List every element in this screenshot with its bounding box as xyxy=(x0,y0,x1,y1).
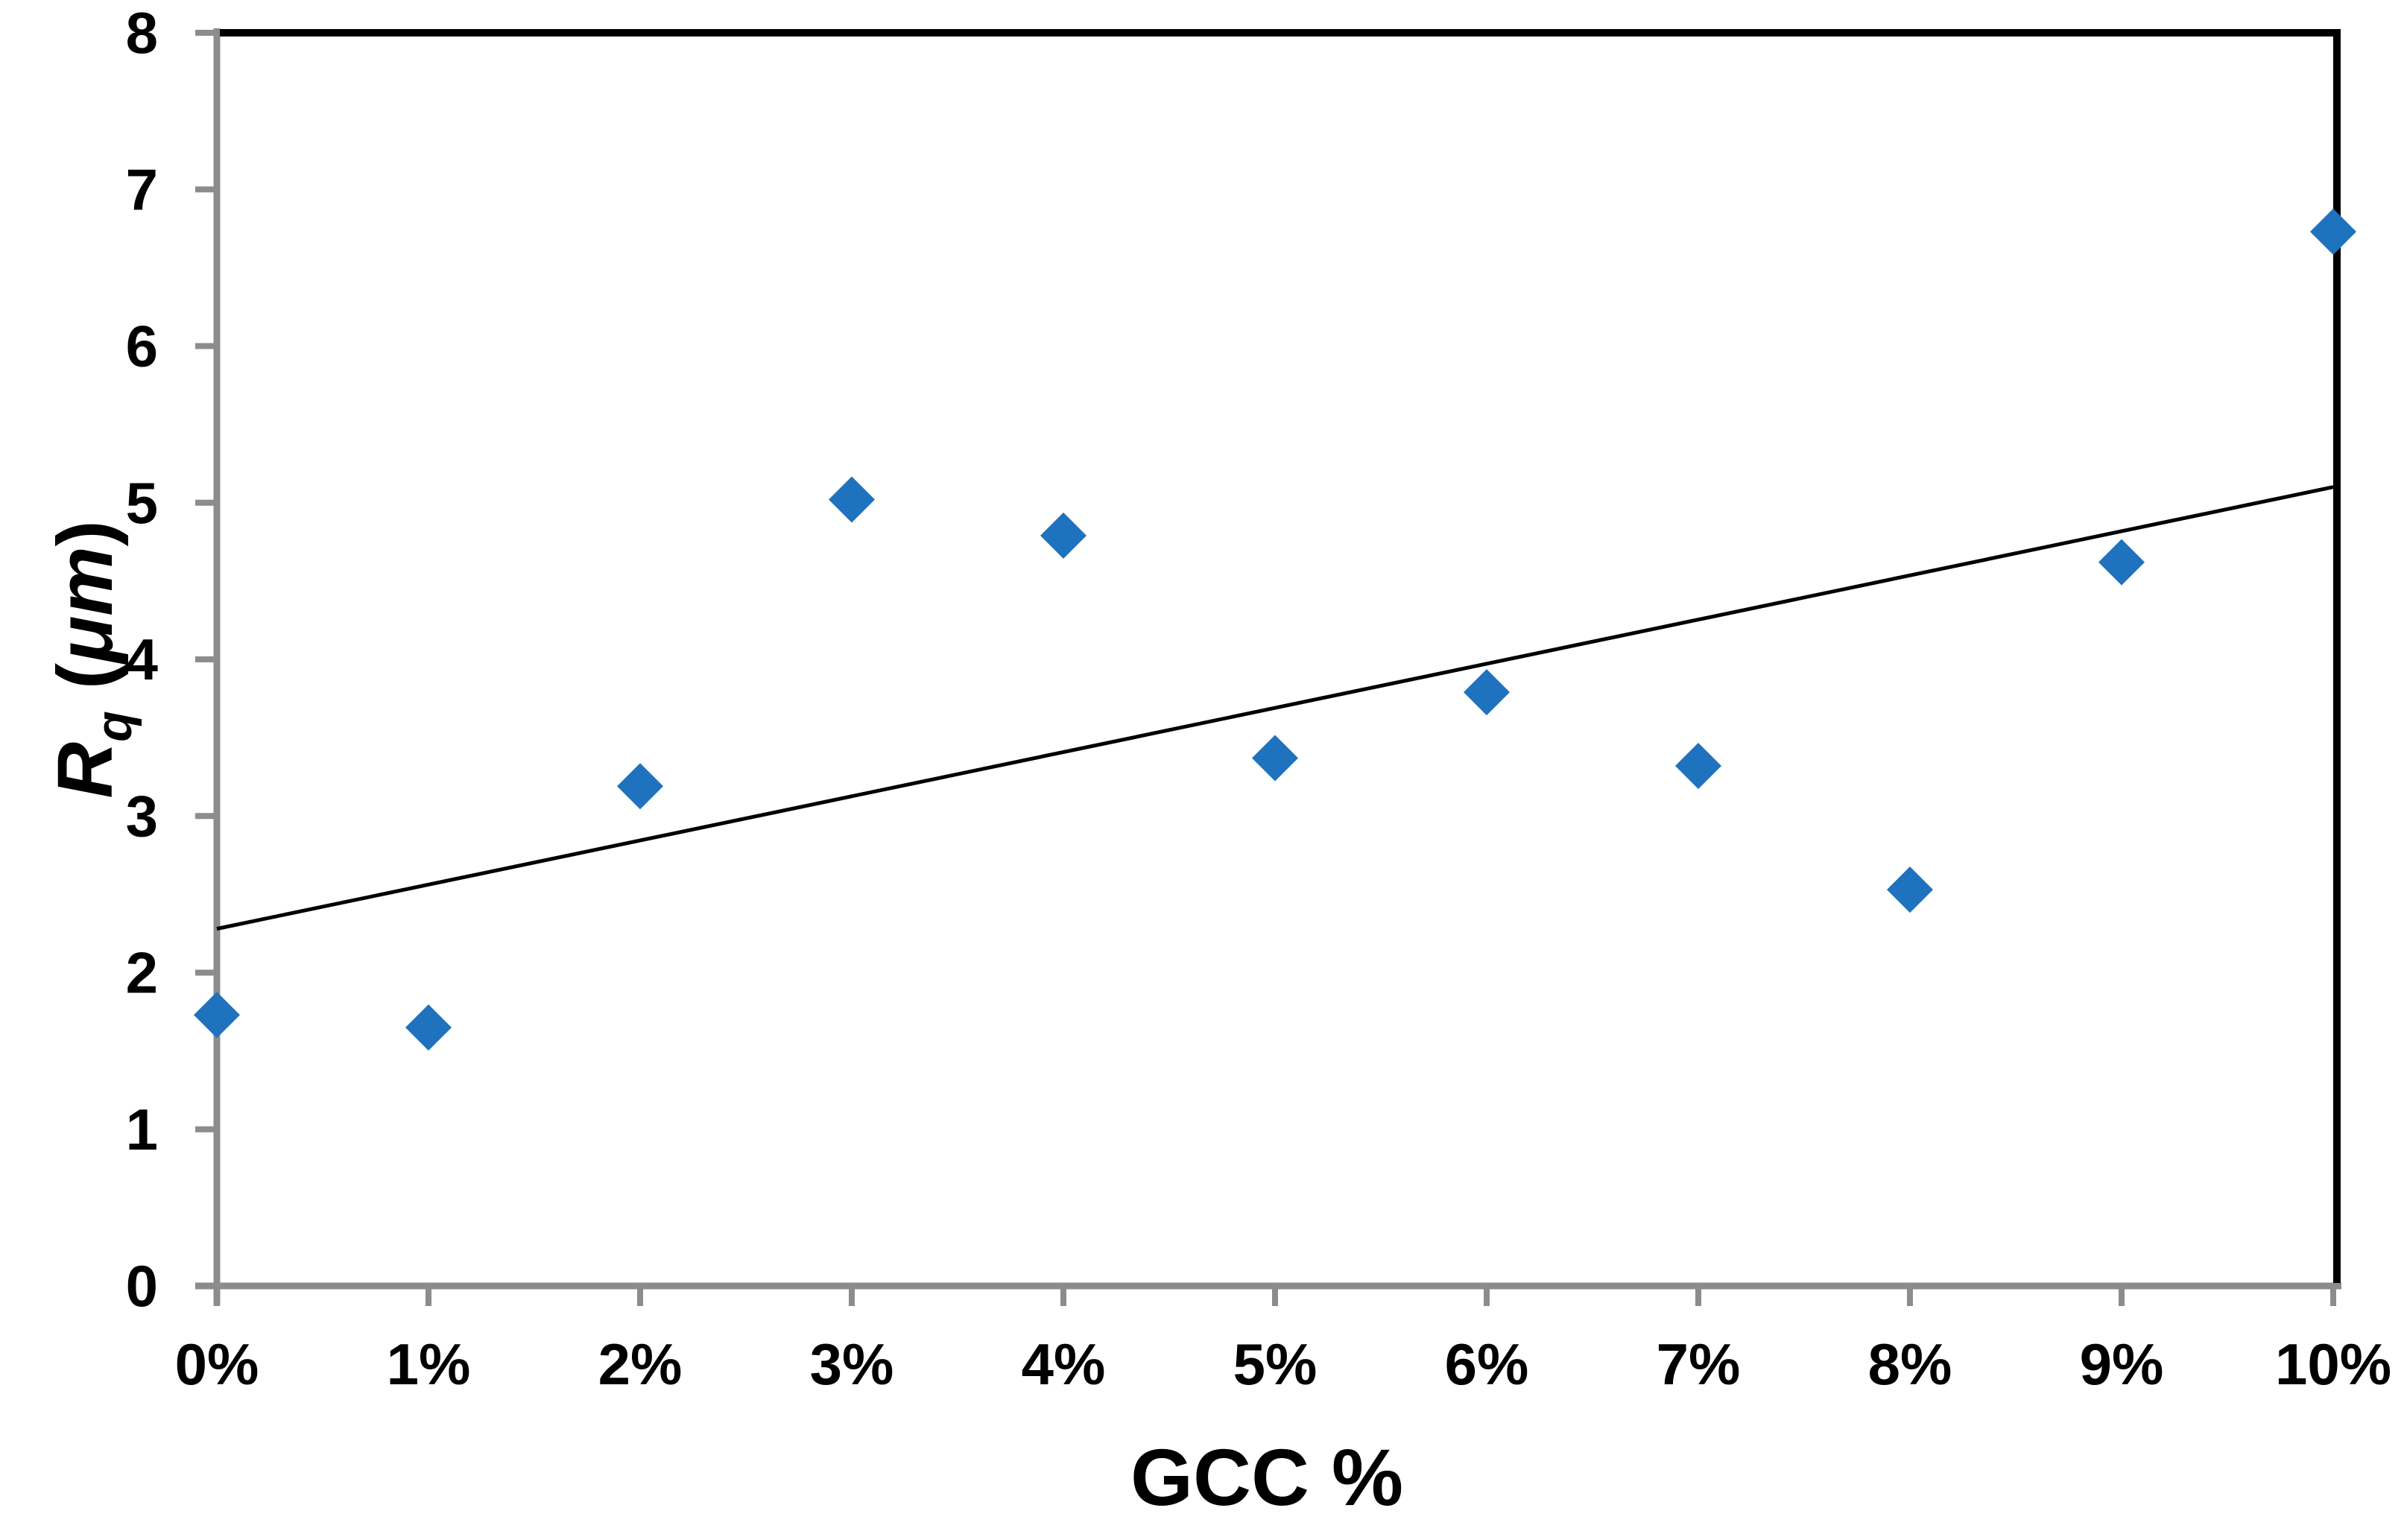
y-tick-label: 2 xyxy=(126,940,158,1006)
data-point-diamond xyxy=(1252,735,1298,782)
data-point-diamond xyxy=(405,1004,452,1051)
x-tick-label: 10% xyxy=(2275,1331,2391,1397)
y-tick-label: 4 xyxy=(126,627,158,692)
data-point-diamond xyxy=(2098,539,2145,586)
y-axis-title: Rq (μm) xyxy=(42,520,142,798)
y-tick-label: 7 xyxy=(126,156,158,222)
trend-line xyxy=(216,485,2334,931)
x-tick-label: 4% xyxy=(1022,1331,1106,1397)
y-tick-label: 1 xyxy=(126,1097,158,1162)
data-point-diamond xyxy=(1675,742,1721,789)
data-point-diamond xyxy=(617,763,663,810)
y-tick-label: 8 xyxy=(126,0,158,66)
data-point-diamond xyxy=(2310,209,2356,256)
x-tick-label: 0% xyxy=(175,1331,259,1397)
x-tick-label: 8% xyxy=(1868,1331,1952,1397)
data-point-diamond xyxy=(1040,512,1086,559)
data-point-diamond xyxy=(1887,866,1933,913)
y-tick-label: 3 xyxy=(126,783,158,849)
y-tick-label: 5 xyxy=(126,470,158,536)
y-tick-label: 6 xyxy=(126,314,158,379)
x-tick-label: 3% xyxy=(810,1331,894,1397)
x-tick-label: 6% xyxy=(1445,1331,1529,1397)
data-point-diamond xyxy=(194,992,240,1039)
x-axis-title: GCC % xyxy=(1130,1432,1403,1522)
x-tick-label: 2% xyxy=(598,1331,683,1397)
x-tick-label: 7% xyxy=(1657,1331,1741,1397)
x-tick-label: 1% xyxy=(387,1331,471,1397)
data-point-diamond xyxy=(829,476,875,523)
x-tick-label: 9% xyxy=(2080,1331,2164,1397)
x-tick-label: 5% xyxy=(1233,1331,1318,1397)
data-point-diamond xyxy=(1464,669,1510,716)
y-tick-label: 0 xyxy=(126,1253,158,1319)
